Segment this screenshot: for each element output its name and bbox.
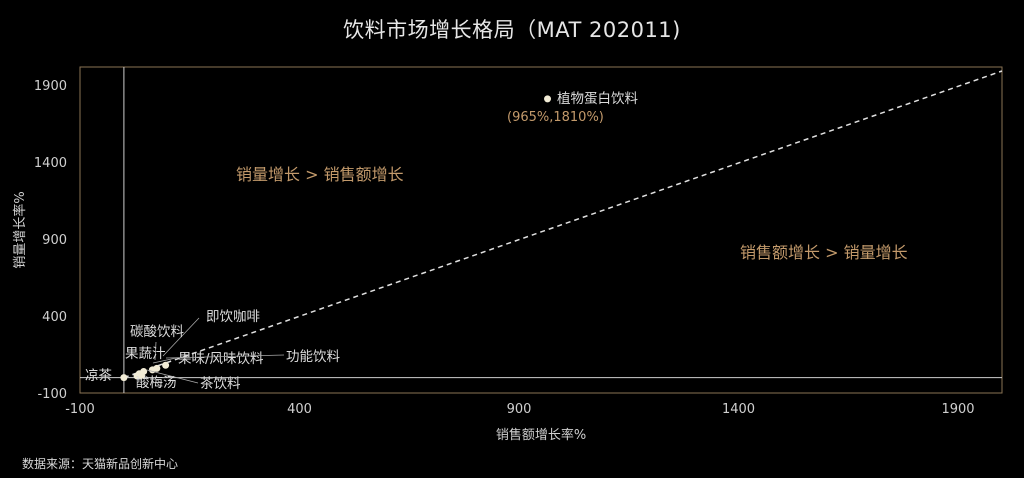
- point-label: 酸梅汤: [136, 375, 177, 391]
- point-label: 果味/风味饮料: [178, 351, 264, 367]
- point-leader-line: [162, 317, 200, 357]
- point-marker: [120, 374, 128, 382]
- region-label-volume-greater: 销量增长 > 销售额增长: [236, 165, 404, 184]
- x-tick-label: -100: [65, 402, 95, 417]
- point-leader-line: [152, 357, 177, 364]
- y-tick-label: 900: [42, 233, 67, 248]
- data-point: 凉茶: [85, 368, 128, 384]
- data-point: 即饮咖啡: [162, 309, 260, 369]
- point-label: 碳酸饮料: [130, 324, 184, 340]
- chart-title: 饮料市场增长格局（MAT 202011): [343, 18, 681, 42]
- x-axis-label: 销售额增长率%: [496, 427, 586, 443]
- data-point: 茶饮料: [137, 369, 241, 392]
- x-tick-label: 400: [287, 402, 312, 417]
- x-tick-label: 900: [507, 402, 532, 417]
- y-tick-label: -100: [37, 387, 67, 402]
- point-label: 即饮咖啡: [206, 309, 260, 325]
- point-label: 茶饮料: [200, 376, 241, 392]
- x-tick-label: 1900: [941, 402, 974, 417]
- point-marker: [153, 364, 161, 372]
- region-label-sales-greater: 销售额增长 > 销量增长: [740, 243, 908, 262]
- point-marker: [137, 371, 145, 379]
- point-label: 果蔬汁: [125, 346, 166, 362]
- point-leader-line: [146, 369, 199, 384]
- point-leader-line: [154, 341, 157, 361]
- y-tick-label: 400: [42, 310, 67, 325]
- point-label: 植物蛋白饮料: [557, 91, 638, 107]
- y-tick-label: 1400: [34, 156, 67, 171]
- diagonal-reference-line: [123, 70, 1003, 379]
- source-note: 数据来源：天猫新品创新中心: [22, 457, 179, 471]
- point-marker: [544, 95, 552, 103]
- data-point: 功能饮料: [153, 349, 340, 372]
- plot-area-frame: [79, 66, 1003, 394]
- point-marker: [162, 361, 170, 369]
- point-label: 凉茶: [85, 368, 112, 384]
- y-tick-label: 1900: [34, 79, 67, 94]
- point-coordinate-annotation: (965%,1810%): [507, 110, 604, 125]
- data-point: 植物蛋白饮料 (965%,1810%): [507, 91, 638, 125]
- x-tick-label: 1400: [722, 402, 755, 417]
- point-label: 功能饮料: [286, 349, 340, 365]
- y-axis-label: 销量增长率%: [12, 191, 28, 268]
- point-leader-line: [165, 354, 285, 359]
